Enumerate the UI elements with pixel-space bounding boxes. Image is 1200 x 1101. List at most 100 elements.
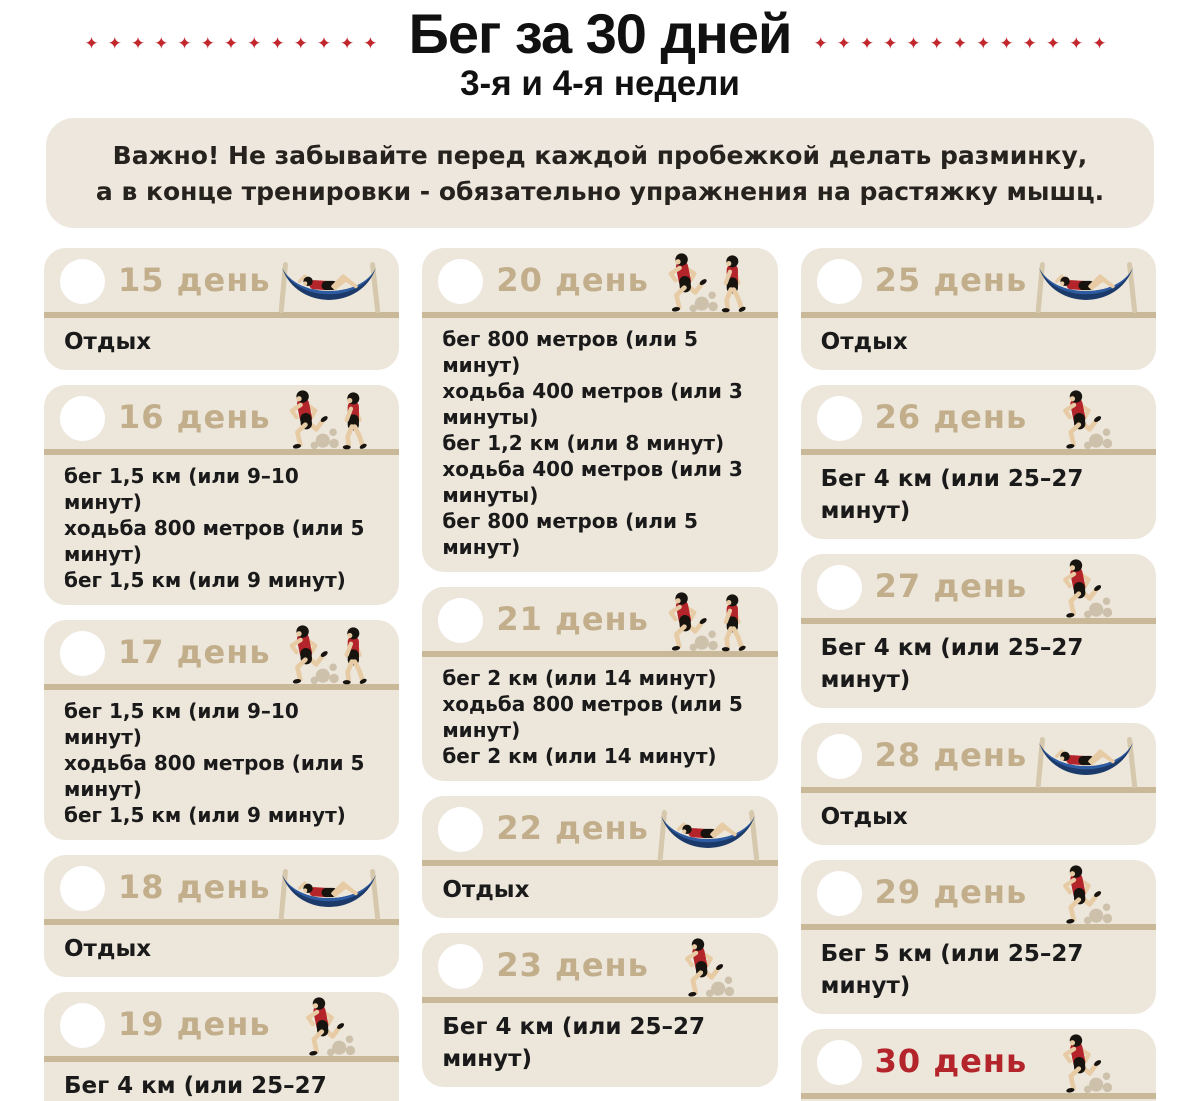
column-1: 15 день Отдых 16 день бег 1,5 км (или 9–… (44, 247, 400, 1101)
day-label: 22 день (496, 808, 649, 847)
day-activity: Бег 4 км (или 25–27 минут) (801, 455, 1156, 539)
day-circle (60, 865, 105, 911)
day-label: 26 день (874, 397, 1028, 436)
ground-line (422, 996, 778, 1003)
ground-line (800, 448, 1156, 455)
day-card-21: 21 день бег 2 км (или 14 минут) ходьба 8… (422, 586, 778, 781)
ground-line (800, 786, 1156, 793)
runner-icon (303, 996, 381, 1058)
day-label: 28 день (874, 735, 1028, 774)
day-activity: бег 800 метров (или 5 минут) ходьба 400 … (422, 318, 777, 572)
activity-text: Отдых (64, 935, 152, 962)
day-circle (60, 1002, 105, 1048)
runner-icon (1060, 389, 1138, 451)
page-subtitle: 3-я и 4-я недели (460, 64, 740, 104)
day-circle (438, 597, 484, 643)
day-circle (438, 258, 484, 304)
hammock-icon (1029, 252, 1143, 314)
day-card-29: 29 день Бег 5 км (или 25–27 минут) (800, 859, 1156, 1014)
day-label: 27 день (874, 566, 1028, 605)
hammock-icon (651, 800, 765, 862)
day-label: 21 день (496, 599, 649, 638)
day-activity: Отдых (422, 866, 777, 918)
day-circle (816, 870, 862, 916)
activity-text: бег 2 км (или 14 минут) ходьба 800 метро… (442, 665, 743, 768)
day-card-16-header: 16 день (44, 385, 399, 449)
ground-line (800, 617, 1156, 624)
day-circle (816, 564, 862, 610)
note-line-2: а в конце тренировки - обязательно упраж… (95, 176, 1105, 206)
ground-line (800, 1092, 1156, 1099)
day-activity: Отдых (801, 793, 1156, 845)
runner-icon (1060, 558, 1138, 620)
decor-diamonds-left-icon: ✦✦✦✦✦✦✦✦✦✦✦✦✦ (84, 34, 387, 55)
day-card-15-header: 15 день (44, 248, 399, 312)
day-circle (60, 258, 105, 304)
day-card-25: 25 день Отдых (800, 247, 1156, 370)
day-activity: Бег 4 км (или 25–27 минут) (801, 624, 1156, 708)
day-circle (816, 1039, 862, 1085)
day-card-19-header: 19 день (44, 992, 399, 1056)
runner-icon (682, 937, 760, 999)
ground-line (44, 448, 400, 455)
day-activity: бег 1,5 км (или 9–10 минут) ходьба 800 м… (44, 690, 399, 840)
day-label: 29 день (874, 872, 1028, 911)
day-circle (816, 395, 862, 441)
day-label: 20 день (496, 260, 649, 299)
day-card-21-header: 21 день (422, 587, 777, 651)
day-card-18: 18 день Отдых (44, 854, 400, 977)
page-title: Бег за 30 дней (408, 2, 793, 65)
day-label: 19 день (118, 1004, 271, 1043)
day-activity: Отдых (44, 925, 399, 977)
activity-text: бег 1,5 км (или 9–10 минут) ходьба 800 м… (64, 463, 365, 592)
activity-text: бег 800 метров (или 5 минут) ходьба 400 … (442, 326, 743, 559)
day-label: 18 день (118, 867, 271, 906)
activity-text: Бег 4 км (или 25–27 минут) (820, 465, 1084, 524)
activity-text: бег 1,5 км (или 9–10 минут) ходьба 800 м… (64, 698, 365, 827)
runner-walker-icon (285, 389, 385, 451)
hammock-icon (1029, 727, 1143, 789)
day-circle (60, 630, 105, 676)
day-card-22-header: 22 день (422, 796, 777, 860)
day-card-20-header: 20 день (422, 248, 777, 312)
day-activity: Бег 5 км (или 25–27 минут) (801, 930, 1156, 1014)
note-line-1: Важно! Не забывайте перед каждой пробежк… (112, 140, 1088, 170)
activity-text: Отдых (64, 328, 152, 355)
day-card-23: 23 день Бег 4 км (или 25–27 минут) (422, 932, 778, 1087)
ground-line (44, 311, 400, 318)
ground-line (44, 918, 400, 925)
day-card-29-header: 29 день (801, 860, 1156, 924)
day-circle (816, 733, 862, 779)
ground-line (422, 650, 778, 657)
day-card-16: 16 день бег 1,5 км (или 9–10 минут) ходь… (44, 384, 400, 605)
hammock-icon (272, 252, 386, 314)
day-activity: Бег 4 км (или 25–27 минут) (422, 1003, 777, 1087)
activity-text: Бег 4 км (или 25–27 минут) (64, 1072, 327, 1099)
header: ✦✦✦✦✦✦✦✦✦✦✦✦✦ Бег за 30 дней ✦✦✦✦✦✦✦✦✦✦✦… (0, 2, 1200, 104)
days-grid: 15 день Отдых 16 день бег 1,5 км (или 9–… (0, 228, 1200, 1101)
day-card-25-header: 25 день (801, 248, 1156, 312)
ground-line (800, 923, 1156, 930)
day-label: 16 день (118, 397, 271, 436)
runner-icon (1060, 1033, 1138, 1095)
runner-walker-icon (285, 624, 385, 686)
runner-icon (1060, 864, 1138, 926)
day-card-30-header: 30 день (801, 1029, 1156, 1093)
day-card-28: 28 день Отдых (800, 722, 1156, 845)
day-activity: бег 2 км (или 14 минут) ходьба 800 метро… (422, 657, 777, 781)
day-circle (438, 806, 484, 852)
day-label: 15 день (118, 260, 271, 299)
ground-line (422, 859, 778, 866)
day-card-27-header: 27 день (801, 554, 1156, 618)
important-note: Важно! Не забывайте перед каждой пробежк… (46, 117, 1154, 228)
activity-text: Отдых (820, 803, 908, 830)
hammock-icon (272, 859, 386, 921)
day-card-17: 17 день бег 1,5 км (или 9–10 минут) ходь… (44, 619, 400, 840)
runner-walker-icon (664, 252, 764, 314)
ground-line (44, 683, 400, 690)
day-card-20: 20 день бег 800 метров (или 5 минут) ход… (422, 247, 778, 572)
title-row: ✦✦✦✦✦✦✦✦✦✦✦✦✦ Бег за 30 дней ✦✦✦✦✦✦✦✦✦✦✦… (0, 2, 1200, 65)
activity-text: Бег 4 км (или 25–27 минут) (820, 634, 1084, 693)
day-card-30: 30 день Бег 4 км (или 25–27 минут) (800, 1028, 1156, 1101)
